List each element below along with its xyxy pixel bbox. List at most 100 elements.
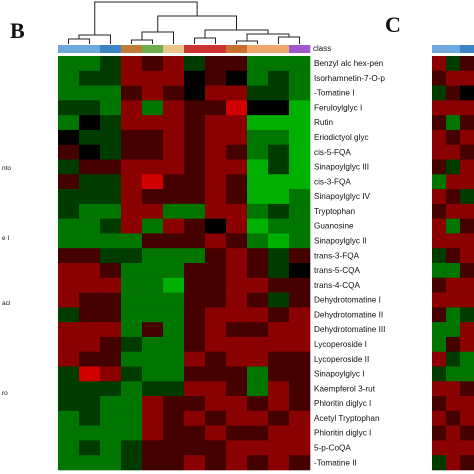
heatmap-cell — [432, 351, 447, 367]
heatmap-cell — [432, 70, 447, 86]
heatmap-cell — [460, 396, 474, 412]
heatmap-cell — [247, 115, 269, 131]
heatmap-cell — [205, 396, 227, 412]
heatmap-cell — [247, 144, 269, 160]
heatmap-cell — [268, 277, 290, 293]
heatmap-cell — [79, 159, 101, 175]
heatmap-cell — [58, 100, 80, 116]
class-swatch — [226, 45, 248, 53]
heatmap-cell — [205, 129, 227, 146]
heatmap-cell — [226, 440, 248, 456]
heatmap-cell — [163, 351, 185, 367]
heatmap-cell — [142, 248, 164, 264]
row-label: trans-5-CQA — [314, 266, 360, 275]
class-swatch — [142, 45, 164, 53]
heatmap-cells-panel-b — [58, 56, 311, 471]
heatmap-cell — [247, 366, 269, 382]
heatmap-cell — [226, 277, 248, 293]
heatmap-cell — [268, 292, 290, 308]
class-swatch — [205, 45, 227, 53]
heatmap-cell — [226, 70, 248, 86]
heatmap-cell — [460, 277, 474, 293]
heatmap-cell — [184, 336, 206, 353]
class-swatch — [289, 45, 311, 53]
heatmap-cell — [79, 174, 101, 190]
heatmap-cell — [121, 351, 143, 367]
heatmap-cell — [205, 100, 227, 116]
row-label: cis-5-FQA — [314, 148, 351, 157]
heatmap-cell — [460, 218, 474, 234]
heatmap-cell — [100, 366, 122, 382]
heatmap-cell — [268, 322, 290, 338]
heatmap-cell — [446, 115, 461, 131]
heatmap-cell — [226, 144, 248, 160]
class-swatch — [268, 45, 290, 53]
heatmap-cell — [58, 159, 80, 175]
heatmap-cell — [100, 292, 122, 308]
heatmap-cell — [184, 292, 206, 308]
heatmap-cell — [205, 440, 227, 456]
heatmap-cell — [100, 425, 122, 441]
heatmap-cell — [247, 381, 269, 397]
heatmap-cell — [142, 396, 164, 412]
heatmap-cell — [268, 189, 290, 205]
heatmap-cell — [58, 70, 80, 86]
heatmap-cell — [163, 248, 185, 264]
heatmap-cell — [58, 277, 80, 293]
heatmap-cell — [163, 203, 185, 219]
heatmap-cell — [460, 366, 474, 382]
heatmap-cell — [460, 174, 474, 190]
heatmap-cell — [460, 410, 474, 426]
heatmap-cell — [432, 56, 447, 72]
heatmap-cell — [100, 233, 122, 249]
heatmap-cell — [460, 129, 474, 146]
heatmap-cell — [226, 248, 248, 264]
dendrogram-link — [141, 31, 174, 44]
heatmap-cell — [58, 248, 80, 264]
heatmap-cell — [79, 203, 101, 219]
heatmap-cell — [163, 425, 185, 441]
heatmap-cell — [79, 115, 101, 131]
left-label-fragment: e I — [2, 235, 9, 242]
heatmap-cell — [268, 381, 290, 397]
heatmap-cell — [58, 129, 80, 146]
heatmap-cell — [121, 189, 143, 205]
heatmap-cell — [100, 56, 122, 72]
heatmap-cell — [184, 307, 206, 323]
row-label: Phloritin diglyc I — [314, 429, 371, 438]
heatmap-cell — [226, 351, 248, 367]
class-swatch — [184, 45, 206, 53]
row-label: Isorhamnetin-7-O-p — [314, 74, 385, 83]
heatmap-cell — [163, 56, 185, 72]
heatmap-cell — [142, 203, 164, 219]
heatmap-cell — [247, 129, 269, 146]
heatmap-cell — [432, 292, 447, 308]
heatmap-cell — [268, 248, 290, 264]
heatmap-cell — [184, 455, 206, 471]
heatmap-cell — [100, 263, 122, 279]
heatmap-cell — [460, 336, 474, 353]
left-label-fragment: ro — [2, 390, 8, 397]
heatmap-cell — [432, 203, 447, 219]
heatmap-cell — [446, 336, 461, 353]
heatmap-cell — [121, 144, 143, 160]
heatmap-cell — [163, 277, 185, 293]
class-swatch — [247, 45, 269, 53]
heatmap-cell — [142, 174, 164, 190]
heatmap-cell — [432, 322, 447, 338]
heatmap-cell — [79, 189, 101, 205]
heatmap-cell — [268, 218, 290, 234]
heatmap-cell — [247, 322, 269, 338]
heatmap-cell — [446, 129, 461, 146]
heatmap-cell — [226, 307, 248, 323]
heatmap-cell — [205, 292, 227, 308]
row-label: Lycoperoside I — [314, 340, 367, 349]
heatmap-cell — [142, 307, 164, 323]
heatmap-cell — [184, 189, 206, 205]
heatmap-cell — [100, 396, 122, 412]
heatmap-cell — [142, 70, 164, 86]
class-swatch — [432, 45, 447, 53]
heatmap-cell — [58, 292, 80, 308]
heatmap-cell — [446, 263, 461, 279]
